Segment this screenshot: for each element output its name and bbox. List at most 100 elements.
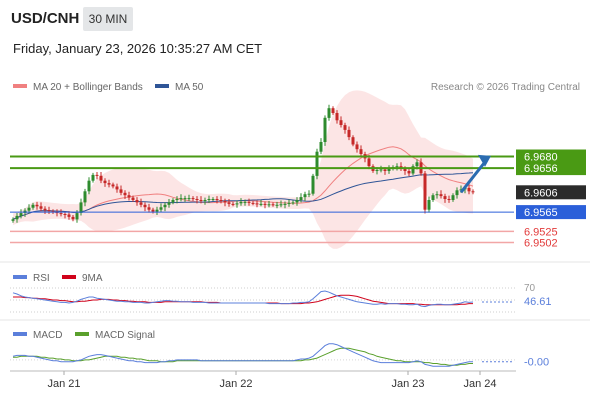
candle: [191, 196, 195, 201]
candle: [295, 197, 299, 206]
candle-body: [171, 200, 175, 203]
resistance-1-label-box: [516, 161, 586, 176]
candle-body: [215, 199, 219, 200]
candle: [119, 185, 123, 196]
candle-body: [235, 203, 239, 205]
candle-body: [255, 203, 259, 205]
candle: [43, 206, 47, 214]
support-1-level: 6.9525: [10, 226, 558, 238]
rsi-line: [12, 290, 474, 308]
candle-body: [71, 216, 75, 220]
ma20-legend-swatch: [13, 84, 27, 88]
candle: [71, 215, 75, 222]
candle: [283, 201, 287, 209]
candle-body: [359, 149, 363, 154]
candle-body: [59, 213, 63, 215]
candle: [179, 194, 183, 202]
candle-body: [191, 198, 195, 200]
macd-legend-swatch: [13, 332, 27, 336]
x-axis-tick-label: Jan 22: [219, 378, 252, 390]
x-axis-tick-label: Jan 21: [47, 378, 80, 390]
candle: [11, 217, 15, 223]
timeframe-button[interactable]: 30 MIN: [83, 7, 133, 31]
candle-body: [471, 191, 475, 193]
candle: [471, 189, 475, 195]
candle-body: [379, 169, 383, 171]
candle-body: [415, 162, 419, 167]
candle-body: [39, 206, 43, 209]
candle-body: [279, 204, 283, 206]
candle: [299, 193, 303, 203]
resistance-2-label-box: [516, 149, 586, 164]
candle-body: [167, 202, 171, 205]
candle-body: [219, 200, 223, 201]
candle-body: [239, 201, 243, 204]
candle-body: [243, 201, 247, 203]
ma50-legend-swatch: [155, 84, 169, 88]
candle-body: [187, 198, 191, 200]
candle: [339, 116, 343, 128]
candle: [111, 182, 115, 189]
candle: [411, 164, 415, 176]
candle: [227, 199, 231, 207]
chart-datetime: Friday, January 23, 2026 10:35:27 AM CET: [13, 41, 263, 56]
candle: [103, 178, 107, 187]
candle-body: [295, 200, 299, 203]
candle: [47, 206, 51, 214]
candle-body: [375, 170, 379, 171]
pivot-level: 6.9565: [10, 205, 586, 220]
candle-body: [31, 204, 35, 208]
support-2-label: 6.9502: [524, 238, 558, 250]
support-2-level: 6.9502: [10, 238, 558, 250]
macd-line: [12, 343, 473, 367]
candle: [263, 201, 267, 209]
candle-body: [99, 175, 103, 181]
candle-body: [323, 117, 327, 142]
candle: [235, 200, 239, 208]
candle-body: [63, 214, 67, 215]
chart-canvas: MA 20 + Bollinger Bands MA 50 Research ©…: [0, 82, 590, 390]
candle-body: [395, 166, 399, 168]
candle-body: [183, 198, 187, 200]
candle-body: [291, 202, 295, 204]
price-pane: [11, 90, 475, 249]
candle: [435, 191, 439, 199]
pivot-label-box: [516, 205, 586, 220]
candle: [259, 200, 263, 207]
candle: [467, 184, 471, 195]
candle: [139, 198, 143, 208]
candle-body: [439, 194, 443, 197]
candle: [219, 196, 223, 204]
resistance-1-level: 6.9656: [10, 161, 586, 176]
last-price-label-box: [516, 185, 586, 200]
rsi-70-label: 70: [524, 283, 536, 294]
candle: [143, 202, 147, 212]
candle: [351, 135, 355, 147]
rsi-legend-swatch: [13, 275, 27, 279]
candle: [211, 197, 215, 201]
candle-body: [455, 190, 459, 196]
candle: [35, 201, 39, 210]
candle: [79, 198, 83, 216]
chart-header: USD/CNH 30 MIN Friday, January 23, 2026 …: [0, 0, 590, 64]
candle-body: [351, 137, 355, 145]
candle-body: [383, 169, 387, 171]
candle-body: [159, 207, 163, 210]
candle: [147, 203, 151, 213]
candle-body: [131, 197, 135, 200]
ma50-line: [12, 172, 474, 220]
candle: [207, 195, 211, 203]
candle-body: [319, 142, 323, 152]
candle-body: [83, 191, 87, 203]
candle-body: [75, 213, 79, 220]
candle: [171, 198, 175, 205]
target-arrow-shaft: [459, 160, 487, 194]
last-price-level: 6.9606: [516, 185, 586, 200]
candle: [99, 172, 103, 184]
candle-body: [91, 174, 95, 181]
candle: [347, 126, 351, 141]
candle-body: [335, 113, 339, 121]
candle-body: [227, 202, 231, 204]
candle-body: [115, 186, 119, 190]
